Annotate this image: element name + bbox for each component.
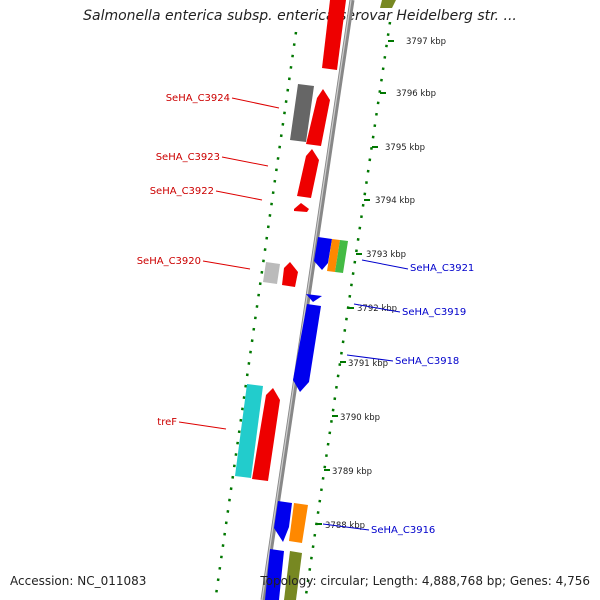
genome-backbone-highlight [261,0,352,600]
gene-forward-3922 [294,203,309,212]
callout-line [361,259,409,270]
gene-label-seha-c3921: SeHA_C3921 [410,263,474,274]
gene-label-seha-c3918: SeHA_C3918 [395,356,459,367]
gene-forward-tref-b [252,388,280,481]
tick-label: 3788 kbp [325,521,365,531]
gene-label-seha-c3924: SeHA_C3924 [166,93,230,104]
gene-forward-top [322,0,346,70]
gene-orange-3916 [289,503,308,543]
left-callouts: SeHA_C3924 SeHA_C3923 SeHA_C3922 SeHA_C3… [137,93,280,430]
genome-backbone [260,0,355,600]
callout-line [322,523,370,531]
tick-label: 3794 kbp [375,196,415,206]
gene-forward-3920 [282,262,298,287]
accession-label: Accession: NC_011083 [10,574,147,588]
callout-line [231,97,280,109]
gene-olive-top [380,0,396,8]
map-title: Salmonella enterica subsp. enterica sero… [83,8,517,24]
kbp-ticks: 3797 kbp 3796 kbp 3795 kbp 3794 kbp 3793… [316,37,446,531]
gene-reverse-3916 [274,501,292,542]
gene-features [235,0,396,600]
tick-label: 3796 kbp [396,89,436,99]
tick-label: 3795 kbp [385,143,425,153]
gene-forward-3924b [306,89,330,146]
tick-label: 3789 kbp [332,467,372,477]
gene-grey-3924 [290,84,314,142]
callout-line [215,190,263,201]
gene-label-seha-c3920: SeHA_C3920 [137,256,201,267]
left-tick-track [214,31,298,596]
gene-green-3921 [335,240,348,273]
gene-label-tref: treF [157,417,177,428]
gene-reverse-bottom [265,549,284,600]
gene-label-seha-c3919: SeHA_C3919 [402,307,466,318]
callout-line [178,421,227,430]
gene-reverse-3921 [314,237,332,270]
gene-label-seha-c3923: SeHA_C3923 [156,152,220,163]
right-callouts: SeHA_C3921 SeHA_C3919 SeHA_C3918 SeHA_C3… [322,259,474,536]
gene-lightgrey-3920 [263,262,280,284]
tick-label: 3791 kbp [348,359,388,369]
tick-label: 3792 kbp [357,304,397,314]
gene-orange-3921 [327,239,340,272]
tick-label: 3790 kbp [340,413,380,423]
gene-reverse-3919 [306,294,322,302]
callout-line [353,303,401,313]
gene-reverse-3918 [293,304,321,392]
tick-label: 3797 kbp [406,37,446,47]
gene-label-seha-c3922: SeHA_C3922 [150,186,214,197]
callout-line [221,156,269,167]
gene-label-seha-c3916: SeHA_C3916 [371,525,435,536]
callout-line [202,260,251,270]
tick-label: 3793 kbp [366,250,406,260]
gene-cyan-tref [235,384,263,478]
gene-forward-3923 [297,149,319,198]
callout-line [346,354,394,362]
gene-olive-bottom [284,551,302,600]
genome-summary: Topology: circular; Length: 4,888,768 bp… [260,574,590,588]
